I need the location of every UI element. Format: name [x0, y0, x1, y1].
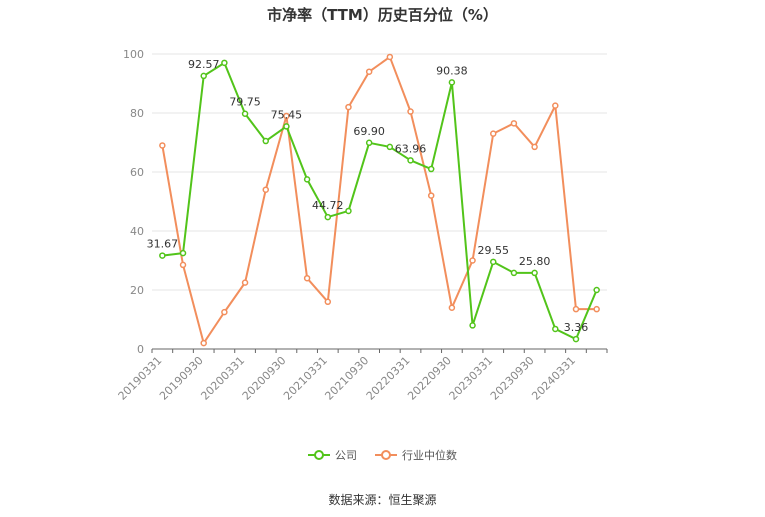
- data-point-company: [241, 110, 249, 117]
- series: [159, 53, 600, 347]
- data-point-company: [365, 139, 373, 147]
- data-labels: 31.67 92.57 79.75 75.45 44.72 69.90 63.96 90.38…: [147, 58, 589, 334]
- y-tick-label: 60: [130, 166, 144, 179]
- data-label: 31.67: [147, 238, 179, 251]
- source-note: 数据来源：恒生聚源: [328, 493, 437, 507]
- legend-swatch-company: [308, 449, 330, 461]
- data-point-company: [490, 258, 497, 266]
- data-point-industry-median: [200, 339, 207, 347]
- data-label: 63.96: [395, 142, 427, 155]
- x-tick-label: 20190930: [157, 354, 206, 403]
- data-point-industry-median: [179, 261, 187, 269]
- data-point-company: [427, 165, 435, 173]
- x-tick-label: 20190331: [116, 354, 165, 403]
- data-point-industry-median: [427, 192, 435, 199]
- series-line-industry-median: [161, 55, 597, 345]
- data-point-industry-median: [283, 112, 290, 120]
- data-point-company: [303, 176, 311, 183]
- data-label: 69.90: [353, 125, 385, 138]
- data-point-industry-median: [448, 304, 456, 311]
- legend-swatch-industry-median: [375, 449, 397, 461]
- data-point-industry-median: [531, 143, 538, 151]
- gridlines: [152, 53, 607, 291]
- data-label: 25.80: [519, 255, 551, 268]
- data-point-company: [386, 143, 394, 151]
- data-point-industry-median: [241, 279, 249, 286]
- data-label: 92.57: [188, 58, 220, 71]
- data-point-industry-median: [593, 305, 600, 313]
- data-point-industry-median: [510, 120, 518, 127]
- data-label: 44.72: [312, 199, 344, 212]
- data-point-company: [324, 213, 332, 221]
- x-tick-label: 20200930: [240, 354, 289, 403]
- legend-label-company: 公司: [335, 449, 357, 462]
- legend-label-industry-median: 行业中位数: [402, 449, 457, 462]
- data-point-company: [283, 123, 290, 130]
- data-point-industry-median: [365, 68, 373, 75]
- data-point-company: [552, 325, 559, 333]
- data-point-company: [262, 137, 269, 145]
- data-point-industry-median: [303, 274, 311, 282]
- y-tick-label: 40: [130, 225, 144, 238]
- data-point-company: [159, 252, 166, 259]
- data-point-industry-median: [469, 257, 476, 264]
- data-label: 79.75: [229, 96, 261, 109]
- data-point-industry-median: [159, 142, 166, 149]
- x-tick-label: 20240331: [529, 354, 578, 403]
- line-chart: 0 20 40 60 80 100 2019033120190930202003312020…: [116, 48, 608, 403]
- x-tick-label: 20230331: [447, 354, 496, 403]
- y-tick-label: 20: [130, 284, 144, 297]
- data-point-industry-median: [324, 298, 332, 306]
- data-point-industry-median: [221, 308, 228, 316]
- x-tick-label: 20200331: [198, 354, 247, 403]
- data-point-industry-median: [262, 186, 269, 193]
- data-point-company: [221, 59, 228, 67]
- x-tick-label: 20210331: [281, 354, 330, 403]
- legend-item-company[interactable]: 公司: [308, 447, 357, 463]
- y-tick-label: 100: [123, 48, 144, 61]
- data-point-company: [345, 207, 352, 215]
- data-label: 75.45: [271, 108, 303, 121]
- data-point-industry-median: [345, 103, 352, 111]
- data-point-company: [407, 157, 414, 164]
- data-point-company: [469, 322, 476, 329]
- data-point-industry-median: [386, 53, 394, 61]
- data-label: 90.38: [436, 64, 468, 77]
- data-point-industry-median: [552, 102, 559, 109]
- data-label: 29.55: [478, 244, 510, 257]
- x-tick-label: 20230930: [488, 354, 537, 403]
- y-tick-label: 80: [130, 107, 144, 120]
- data-point-industry-median: [572, 305, 580, 313]
- data-point-company: [593, 286, 600, 294]
- axes: 0 20 40 60 80 100 2019033120190930202003312020…: [116, 48, 608, 403]
- legend-item-industry-median[interactable]: 行业中位数: [375, 447, 457, 463]
- chart-title: 市净率（TTM）历史百分位（%）: [267, 6, 498, 24]
- data-point-industry-median: [407, 108, 414, 115]
- series-line-company: [162, 61, 598, 341]
- legend: 公司 行业中位数: [0, 447, 765, 463]
- data-point-company: [448, 79, 456, 86]
- data-point-company: [531, 269, 538, 277]
- x-tick-label: 20210930: [322, 354, 371, 403]
- x-tick-label: 20220331: [364, 354, 413, 403]
- data-point-company: [572, 335, 580, 343]
- data-point-company: [510, 269, 518, 277]
- data-label: 3.36: [564, 321, 589, 334]
- x-tick-label: 20220930: [405, 354, 454, 403]
- data-point-company: [179, 249, 187, 257]
- y-tick-label: 0: [137, 343, 144, 356]
- data-point-company: [200, 72, 207, 80]
- data-point-industry-median: [490, 130, 497, 137]
